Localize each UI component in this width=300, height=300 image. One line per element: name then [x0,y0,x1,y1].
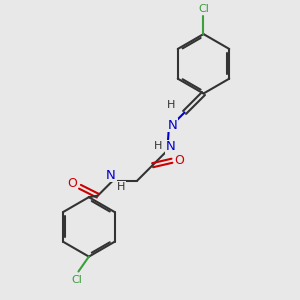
Text: O: O [174,154,184,167]
Text: N: N [166,140,176,153]
Text: O: O [68,177,77,190]
Text: N: N [167,119,177,132]
Text: N: N [106,169,116,182]
Text: H: H [117,182,125,192]
Text: H: H [167,100,176,110]
Text: Cl: Cl [198,4,209,14]
Text: Cl: Cl [71,275,82,285]
Text: H: H [154,141,162,151]
